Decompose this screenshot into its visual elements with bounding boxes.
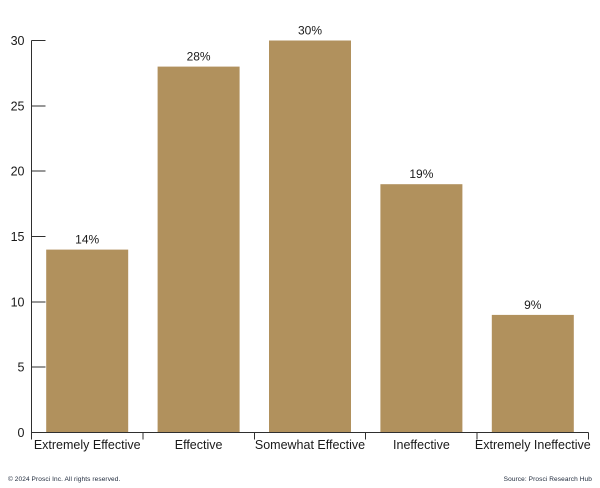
y-tick-label: 30: [11, 34, 25, 48]
y-tick-label: 0: [18, 426, 25, 440]
source-text: Source: Prosci Research Hub: [503, 476, 592, 483]
bar-value-label: 19%: [409, 167, 433, 181]
bar: [491, 314, 574, 433]
bar-value-label: 28%: [187, 50, 211, 64]
y-tick-label: 10: [11, 295, 25, 309]
bar: [46, 249, 129, 433]
x-category-label: Effective: [175, 438, 223, 452]
bar: [157, 66, 240, 433]
copyright-text: © 2024 Prosci Inc. All rights reserved.: [8, 476, 121, 483]
x-category-label: Somewhat Effective: [255, 438, 365, 452]
x-category-label: Ineffective: [393, 438, 450, 452]
chart-footer: © 2024 Prosci Inc. All rights reserved. …: [0, 476, 600, 483]
x-category-label: Extremely Effective: [34, 438, 141, 452]
y-tick-label: 20: [11, 165, 25, 179]
y-tick-label: 15: [11, 230, 25, 244]
bar-chart: 14% Extremely Effective 28% Effective 30% Som…: [11, 24, 591, 453]
bar: [380, 184, 463, 433]
bar: [269, 40, 351, 433]
y-tick-label: 5: [18, 361, 25, 375]
y-tick-label: 25: [11, 99, 25, 113]
bar-value-label: 30%: [298, 24, 322, 38]
x-category-label: Extremely Ineffective: [475, 438, 591, 452]
bar-value-label: 14%: [75, 233, 99, 247]
bar-chart-svg: 14% Extremely Effective 28% Effective 30% Som…: [11, 24, 591, 453]
bar-value-label: 9%: [524, 298, 542, 312]
